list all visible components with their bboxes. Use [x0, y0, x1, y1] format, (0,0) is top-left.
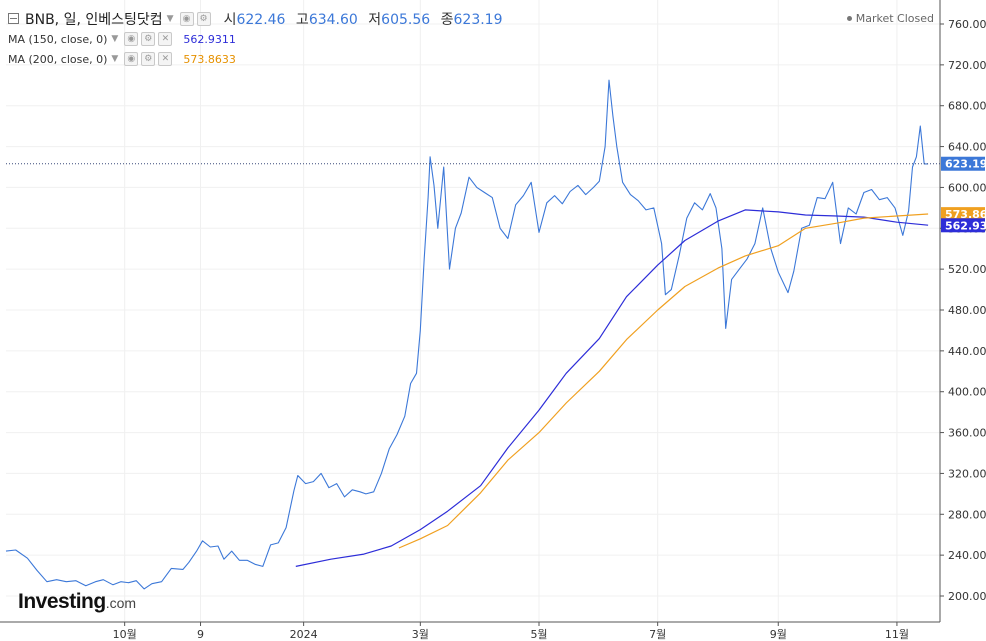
logo-suffix: .com	[105, 595, 137, 611]
ma150-badge-text: 562.93	[945, 219, 986, 232]
remove-close-icon[interactable]: ✕	[158, 32, 173, 46]
series-line-price	[5, 79, 929, 590]
x-tick-label: 5월	[530, 628, 547, 641]
ohlc-values: 시622.46 고634.60 저605.56 종623.19	[218, 9, 503, 29]
x-tick-label: 3월	[412, 628, 429, 641]
symbol-row: BNB, 일, 인베스팅닷컴 ▼ ◉ ⚙ 시622.46 고634.60 저60…	[8, 8, 503, 29]
last-price-badge-bg	[941, 156, 985, 171]
x-tick-label: 2024	[290, 628, 318, 641]
market-status-text: Market Closed	[855, 12, 934, 25]
dropdown-caret-icon[interactable]: ▼	[166, 13, 174, 24]
collapse-icon[interactable]	[8, 13, 19, 24]
ma150-label: MA (150, close, 0)	[8, 32, 108, 46]
open-value: 622.46	[236, 11, 286, 28]
ma150-badge-bg	[941, 218, 985, 233]
visibility-eye-icon[interactable]: ◉	[124, 32, 139, 46]
series-line-ma150	[295, 209, 929, 567]
indicator-row-ma150: MA (150, close, 0) ▼ ◉ ⚙ ✕ 562.9311	[8, 29, 503, 49]
y-tick-label: 520.00	[948, 263, 986, 276]
y-tick-label: 600.00	[948, 181, 986, 194]
visibility-eye-icon[interactable]: ◉	[179, 11, 194, 26]
y-tick-label: 720.00	[948, 59, 986, 72]
chart-legend: BNB, 일, 인베스팅닷컴 ▼ ◉ ⚙ 시622.46 고634.60 저60…	[8, 8, 503, 69]
dropdown-caret-icon[interactable]: ▼	[111, 34, 119, 44]
y-tick-label: 760.00	[948, 18, 986, 31]
x-tick-label: 10월	[113, 628, 137, 641]
y-tick-label: 240.00	[948, 549, 986, 562]
y-tick-label: 400.00	[948, 386, 986, 399]
series-line-ma200	[398, 213, 929, 549]
high-label: 고	[295, 11, 309, 28]
close-value: 623.19	[453, 11, 503, 28]
x-tick-label: 9월	[770, 628, 787, 641]
remove-close-icon[interactable]: ✕	[158, 52, 173, 66]
market-status: Market Closed	[846, 12, 934, 25]
y-tick-label: 640.00	[948, 141, 986, 154]
x-tick-label: 7월	[649, 628, 666, 641]
y-tick-label: 280.00	[948, 508, 986, 521]
ma200-badge-text: 573.86	[945, 208, 986, 221]
y-tick-label: 480.00	[948, 304, 986, 317]
y-tick-label: 440.00	[948, 345, 986, 358]
last-price-badge-text: 623.19	[945, 158, 986, 171]
visibility-eye-icon[interactable]: ◉	[124, 52, 139, 66]
y-tick-label: 200.00	[948, 590, 986, 603]
y-tick-label: 360.00	[948, 427, 986, 440]
logo-main: Investing	[18, 590, 106, 613]
ma150-value: 562.9311	[183, 32, 236, 46]
high-value: 634.60	[308, 11, 358, 28]
x-tick-label: 9	[197, 628, 204, 641]
symbol-title: BNB, 일, 인베스팅닷컴	[25, 11, 163, 28]
investing-logo: Investing.com	[18, 590, 136, 614]
settings-gear-icon[interactable]: ⚙	[141, 52, 156, 66]
low-label: 저	[368, 11, 382, 28]
settings-gear-icon[interactable]: ⚙	[141, 32, 156, 46]
settings-gear-icon[interactable]: ⚙	[196, 11, 211, 26]
ma200-value: 573.8633	[183, 52, 236, 66]
y-tick-label: 320.00	[948, 467, 986, 480]
ma200-badge-bg	[941, 207, 985, 222]
close-label: 종	[440, 11, 454, 28]
x-tick-label: 11월	[885, 628, 909, 641]
ma200-label: MA (200, close, 0)	[8, 52, 108, 66]
low-value: 605.56	[381, 11, 431, 28]
open-label: 시	[223, 11, 237, 28]
status-dot-icon	[846, 16, 852, 21]
dropdown-caret-icon[interactable]: ▼	[111, 54, 119, 64]
y-tick-label: 680.00	[948, 100, 986, 113]
indicator-row-ma200: MA (200, close, 0) ▼ ◉ ⚙ ✕ 573.8633	[8, 49, 503, 69]
